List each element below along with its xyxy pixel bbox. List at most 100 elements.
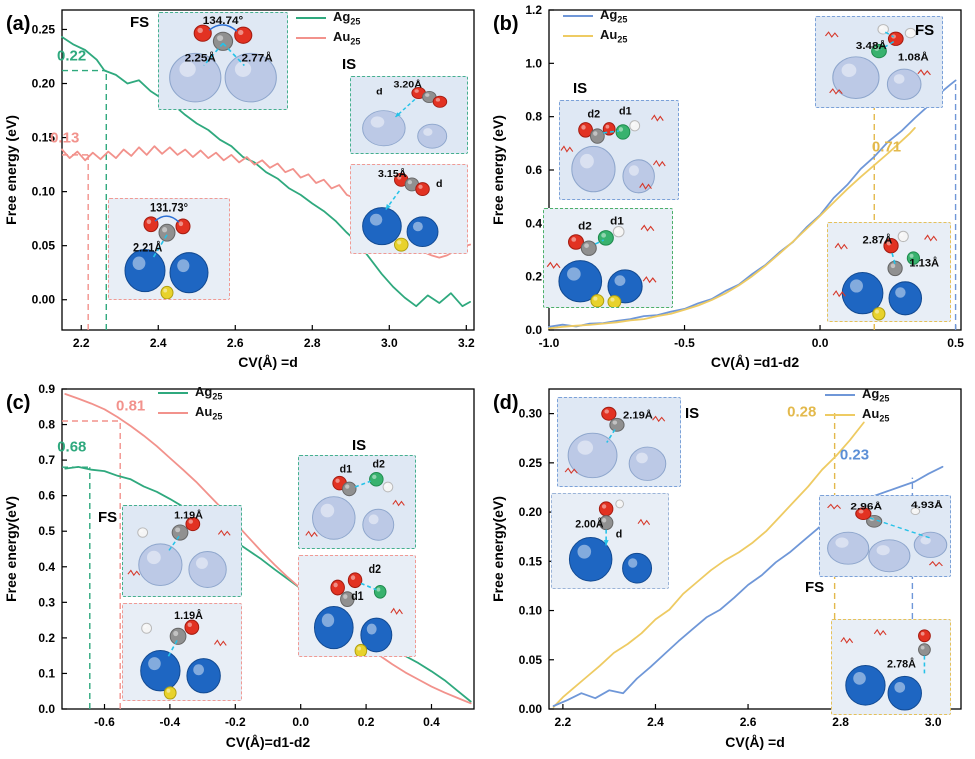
molecule-illustration: 1.19Å (140, 609, 227, 700)
legend-label: Ag25 (195, 384, 223, 402)
panel-label: (d) (493, 392, 519, 414)
distance-label: d2 (369, 563, 381, 575)
distance-label: d1 (619, 105, 632, 117)
chart-d: 2.2 2.4 2.6 2.8 3.0 0.00 0.05 0.10 0.15 0.20 0.25 0… (490, 388, 962, 750)
x-tick-label: 2.2 (555, 715, 572, 729)
y-axis-label: Free energy (eV) (3, 115, 19, 225)
state-label-fs: FS (98, 509, 118, 526)
inset-structure-c-fs_ag_c: 1.19Å (122, 505, 242, 597)
molecule-illustration: 131.73° 2.21Å (124, 202, 209, 299)
panel-d: 2.2 2.4 2.6 2.8 3.0 0.00 0.05 0.10 0.15 0.20 0.25 0… (487, 379, 975, 759)
chart-b: -1.0 -0.5 0.0 0.5 0.0 0.2 0.4 0.6 0.8 1.0 1.2 CV(Å)… (490, 3, 964, 370)
x-tick-label: 2.8 (832, 715, 849, 729)
molecule-illustration: d2 d1 (560, 105, 666, 194)
inset-structure-d-fs_au_d: 2.78Å (831, 619, 951, 715)
inset-structure-b-fs_au_b: 2.87Å 1.13Å (827, 222, 951, 322)
molecule-illustration: 2.00Å d (568, 499, 653, 584)
series-line-ag25 (61, 36, 472, 308)
barrier-value: 0.68 (57, 438, 87, 456)
x-tick-label: 0.2 (358, 715, 375, 729)
distance-label: d (616, 528, 623, 540)
state-label-fs: FS (915, 22, 935, 39)
x-tick-label: 0.5 (947, 336, 964, 350)
legend-label: Ag25 (333, 9, 361, 27)
x-tick-label: -0.2 (225, 715, 246, 729)
y-axis-label: Free energy (eV) (490, 115, 506, 225)
x-tick-label: 2.6 (227, 336, 244, 350)
distance-label: 2.77Å (242, 52, 273, 65)
legend-label: Au25 (195, 403, 223, 422)
y-tick-label: 0.30 (519, 407, 543, 421)
distance-label: 2.78Å (887, 657, 916, 670)
chart-a: 2.2 2.4 2.6 2.8 3.0 3.20.000.050.100.150.200.… (3, 9, 475, 370)
panel-b: -1.0 -0.5 0.0 0.5 0.0 0.2 0.4 0.6 0.8 1.0 1.2 CV(Å)… (487, 0, 975, 379)
legend-line-swatch (158, 392, 188, 395)
y-tick-label: 0.10 (519, 604, 543, 618)
y-tick-label: 0.25 (519, 456, 543, 470)
inset-structure-a-is_ag_a: 3.20Å d (350, 76, 468, 154)
legend-entry-au25: Au25 (296, 30, 360, 47)
state-label-is: IS (352, 437, 367, 454)
chart-c: -0.6 -0.4 -0.2 0.0 0.2 0.4 0.0 0.1 0.2 0.3 0.4 0.5 0… (3, 382, 475, 750)
legend-line-swatch (825, 413, 855, 416)
legend-label: Ag25 (862, 386, 890, 404)
molecule-illustration: 134.74° 2.25Å 2.77Å (169, 15, 277, 103)
legend-line-swatch (296, 36, 326, 39)
legend: Ag25 Au25 (825, 387, 889, 423)
axes-frame (548, 388, 962, 710)
inset-structure-d-is_ag_d: 2.19Å (557, 397, 681, 487)
distance-label: 1.08Å (898, 51, 929, 63)
y-tick-label: 0.25 (32, 22, 56, 36)
x-tick-label: 3.2 (458, 336, 475, 350)
legend-entry-au25: Au25 (563, 28, 627, 45)
distance-label: 2.19Å (623, 409, 653, 421)
x-axis-label: CV(Å) =d (238, 354, 298, 370)
state-label-is: IS (685, 405, 700, 422)
distance-label: d2 (372, 459, 384, 471)
legend-label: Ag25 (600, 7, 628, 25)
molecule-illustration: d2 d1 (313, 563, 403, 656)
series-line-ag25 (548, 79, 957, 328)
x-axis-label: CV(Å) =d1-d2 (711, 354, 800, 370)
inset-structure-c-is_au_c: d2 d1 (298, 555, 416, 657)
state-label-fs: FS (805, 579, 825, 596)
legend-entry-ag25: Ag25 (158, 385, 222, 402)
legend-label: Au25 (600, 26, 628, 45)
state-label-fs: FS (130, 14, 150, 31)
panel-label: (c) (6, 392, 30, 414)
inset-structure-c-fs_au_c: 1.19Å (122, 603, 242, 701)
y-tick-label: 0.7 (38, 453, 55, 467)
legend-label: Au25 (333, 28, 361, 47)
inset-structure-c-is_ag_c: d1 d2 (298, 455, 416, 549)
inset-structure-b-is_au_b: d2 d1 (543, 208, 673, 308)
y-tick-label: 0.15 (519, 554, 543, 568)
x-tick-label: 2.8 (304, 336, 321, 350)
molecule-illustration: 3.20Å d (362, 80, 448, 149)
y-tick-label: 0.05 (519, 653, 543, 667)
y-tick-label: 0.00 (32, 293, 56, 307)
molecule-illustration: d1 d2 (305, 459, 405, 541)
x-tick-label: 0.0 (292, 715, 309, 729)
molecule-illustration: 1.19Å (127, 509, 231, 588)
series-line-au25 (552, 421, 865, 708)
panel-a: 2.2 2.4 2.6 2.8 3.0 3.2 0.00 0.05 0.10 0.15 0.20 0.… (0, 0, 487, 379)
y-tick-label: 0.0 (38, 702, 55, 716)
y-tick-label: 0.05 (32, 239, 56, 253)
y-axis-label: Free energy(eV) (3, 496, 19, 602)
distance-label: 2.25Å (185, 52, 216, 65)
distance-label: 2.96Å (850, 501, 882, 512)
legend-line-swatch (563, 15, 593, 18)
molecule-illustration: 3.15Å d (362, 167, 443, 252)
legend: Ag25 Au25 (158, 385, 222, 421)
y-tick-label: 0.5 (38, 524, 55, 538)
x-tick-label: -0.6 (94, 715, 115, 729)
state-label-is: IS (342, 56, 357, 73)
barrier-value: 0.13 (50, 129, 80, 147)
legend-entry-ag25: Ag25 (825, 387, 889, 404)
y-tick-label: 0.3 (38, 595, 55, 609)
inset-structure-a-fs_ag_a: 134.74° 2.25Å 2.77Å (158, 12, 288, 110)
x-axis-label: CV(Å) =d (725, 734, 785, 750)
y-tick-label: 0.00 (519, 702, 543, 716)
y-tick-label: 0.2 (525, 270, 542, 284)
